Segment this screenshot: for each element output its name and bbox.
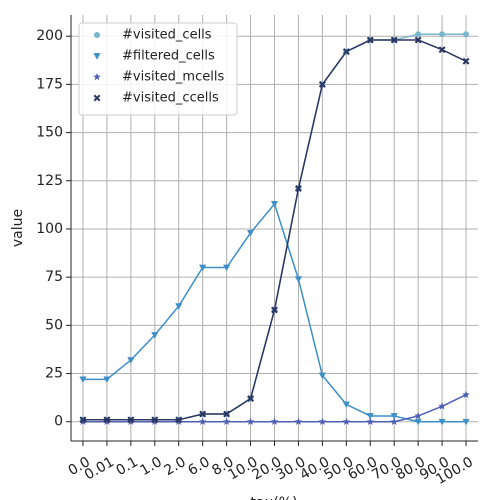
point xyxy=(103,416,111,424)
point xyxy=(462,57,470,65)
y-tick-label: 100 xyxy=(36,221,63,237)
point xyxy=(151,416,159,424)
point xyxy=(342,417,351,426)
point xyxy=(127,416,135,424)
point xyxy=(126,417,135,426)
x-tick-label: 0.1 xyxy=(114,454,141,479)
legend: #visited_cells #filtered_cells #visited_mc… xyxy=(78,22,238,116)
point xyxy=(175,303,183,310)
legend-marker xyxy=(93,31,101,39)
legend-label: #visited_ccells xyxy=(122,91,219,106)
point xyxy=(79,376,87,384)
y-tick-label: 150 xyxy=(36,125,63,141)
point xyxy=(390,413,398,420)
x-axis-label: tau(%) xyxy=(250,495,297,500)
point xyxy=(366,417,375,426)
point xyxy=(222,417,231,426)
y-tick-label: 0 xyxy=(54,414,63,430)
point xyxy=(414,418,422,426)
point xyxy=(223,410,231,418)
point xyxy=(151,332,159,339)
point xyxy=(366,413,374,420)
y-tick-label: 200 xyxy=(36,28,63,44)
y-tick-label: 175 xyxy=(36,76,63,92)
point xyxy=(461,390,471,399)
y-tick-label: 25 xyxy=(45,366,63,382)
point xyxy=(102,417,111,426)
point xyxy=(270,306,279,314)
point xyxy=(294,417,303,426)
point xyxy=(414,36,422,44)
y-tick-label: 125 xyxy=(36,173,63,189)
legend-box xyxy=(78,22,238,116)
point xyxy=(342,401,350,409)
legend-marker xyxy=(93,94,101,102)
point xyxy=(246,229,255,237)
point xyxy=(175,416,183,424)
point xyxy=(318,372,327,380)
y-axis-label: value xyxy=(10,209,26,247)
point xyxy=(462,418,470,426)
point xyxy=(78,417,88,426)
x-tick-label: 6.0 xyxy=(185,454,212,479)
legend-marker xyxy=(93,53,101,60)
y-tick-label: 75 xyxy=(45,269,63,285)
point xyxy=(318,80,326,88)
x-tick-label: 2.0 xyxy=(161,454,188,479)
point xyxy=(150,417,159,426)
point xyxy=(246,417,255,426)
point xyxy=(174,417,183,426)
point xyxy=(270,417,279,426)
point xyxy=(127,357,135,364)
legend-label: #filtered_cells xyxy=(122,49,215,64)
point xyxy=(270,201,279,208)
point xyxy=(318,417,327,426)
point xyxy=(390,417,399,426)
point xyxy=(222,264,231,272)
point xyxy=(415,31,422,38)
point xyxy=(366,36,374,44)
point xyxy=(103,376,111,384)
point xyxy=(438,46,446,54)
point xyxy=(79,416,87,424)
point xyxy=(439,31,446,38)
point xyxy=(342,48,350,56)
point xyxy=(438,418,446,426)
legend-label: #visited_cells xyxy=(122,28,212,43)
point xyxy=(247,395,255,403)
point xyxy=(199,264,207,272)
point xyxy=(414,411,423,420)
x-tick-label: 1.0 xyxy=(138,454,165,479)
point xyxy=(294,276,303,283)
point xyxy=(390,36,398,44)
point xyxy=(438,402,447,410)
point xyxy=(462,31,470,38)
legend-label: #visited_mcells xyxy=(122,70,224,85)
point xyxy=(198,417,207,426)
point xyxy=(199,410,207,418)
legend-marker xyxy=(92,72,102,81)
y-tick-label: 50 xyxy=(45,317,63,333)
point xyxy=(294,184,302,193)
